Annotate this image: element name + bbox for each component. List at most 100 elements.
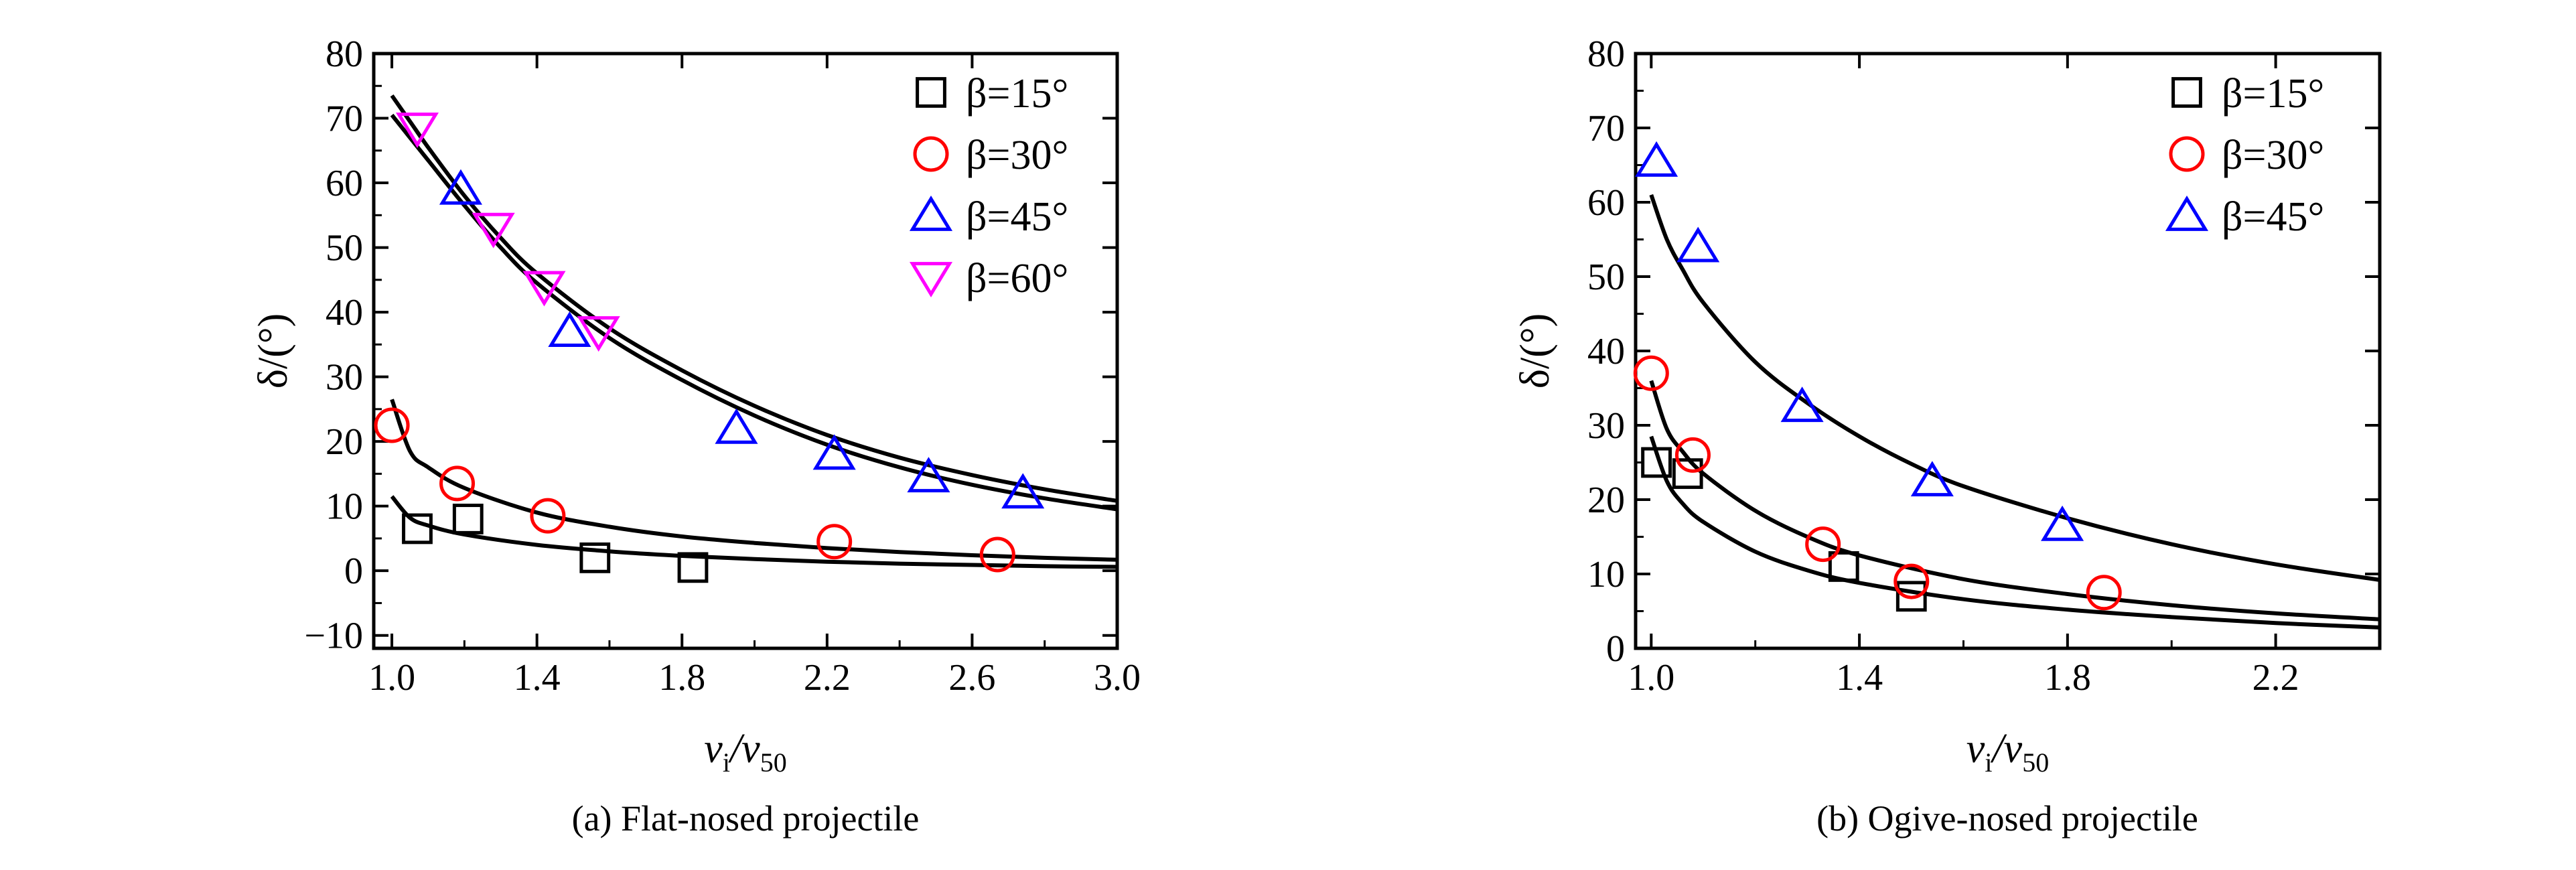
data-point-series-2 — [439, 465, 476, 502]
data-point-series-1 — [402, 513, 433, 545]
x-axis-label-slash-v: /v — [1990, 726, 2022, 772]
legend-label-series-2: β=30° — [966, 133, 1068, 178]
data-point-series-2 — [1674, 437, 1711, 473]
data-point-series-1 — [579, 542, 611, 573]
data-point-series-3 — [1910, 461, 1954, 497]
x-tick-label: 2.6 — [948, 657, 995, 699]
data-point-series-1 — [1641, 447, 1672, 478]
legend-label-series-1: β=15° — [2222, 71, 2324, 117]
x-tick-label: 1.4 — [514, 657, 561, 699]
data-point-series-2 — [530, 498, 566, 534]
x-axis-label-v: v — [1966, 726, 1985, 772]
data-point-series-3 — [2041, 505, 2084, 541]
data-point-series-2 — [816, 524, 853, 560]
y-axis-label: δ/(°) — [1512, 313, 1558, 389]
y-tick-label: 50 — [1587, 257, 1625, 298]
data-point-series-3 — [548, 311, 591, 347]
fit-curve-3 — [390, 94, 1117, 503]
data-point-series-2 — [979, 536, 1015, 573]
data-point-series-3 — [812, 434, 856, 470]
panel-caption: (b) Ogive-nosed projectile — [1816, 798, 2198, 839]
y-axis-label: δ/(°) — [251, 313, 296, 389]
y-tick-label: 0 — [344, 551, 363, 592]
data-point-series-3 — [1676, 226, 1720, 263]
y-tick-label: 40 — [326, 292, 363, 334]
legend-marker-series-3 — [909, 195, 953, 231]
x-axis-label-sub-50: 50 — [760, 747, 787, 778]
y-tick-label: 40 — [1587, 331, 1625, 372]
fit-curve-1 — [1649, 435, 2380, 630]
data-point-series-2 — [374, 407, 410, 443]
fit-curve-2 — [390, 398, 1117, 562]
y-tick-label: 80 — [1587, 33, 1625, 75]
data-point-series-4 — [522, 271, 566, 307]
y-tick-label: 60 — [326, 163, 363, 204]
y-tick-label: 70 — [326, 98, 363, 140]
x-axis-label: vi/v50 — [1966, 726, 2049, 778]
data-point-series-3 — [907, 457, 950, 493]
data-point-series-1 — [677, 552, 709, 583]
y-tick-label: 70 — [1587, 108, 1625, 149]
data-point-series-3 — [715, 408, 758, 444]
y-tick-label: 10 — [326, 486, 363, 528]
x-tick-label: 1.8 — [2044, 657, 2091, 699]
x-axis-label: vi/v50 — [704, 726, 786, 778]
x-axis-label-sub-i: i — [723, 747, 730, 778]
data-point-series-1 — [1828, 551, 1859, 582]
x-axis-label-sub-i: i — [1985, 747, 1992, 778]
data-point-series-1 — [1672, 458, 1703, 490]
fit-curve-2 — [1649, 380, 2380, 622]
plot-frame — [372, 52, 1119, 650]
x-tick-label: 1.0 — [1628, 657, 1674, 699]
legend-marker-series-2 — [913, 136, 949, 172]
legend-label-series-2: β=30° — [2222, 133, 2324, 178]
legend-label-series-1: β=15° — [966, 71, 1068, 117]
data-point-series-3 — [439, 169, 482, 205]
panel-a-flat-nosed: −10 0 10 20 30 40 50 60 70 80 1.0 1.4 1.8 2.2 2.6 3.0 β=… — [251, 33, 1141, 839]
legend-label-series-3: β=45° — [2222, 194, 2324, 240]
y-tick-label: 60 — [1587, 182, 1625, 224]
x-tick-label: 2.2 — [2252, 657, 2299, 699]
data-point-series-1 — [452, 504, 484, 534]
data-point-series-2 — [1805, 526, 1841, 563]
data-point-series-2 — [1893, 563, 1930, 599]
fit-curve-3 — [1649, 194, 2380, 582]
y-tick-label: 0 — [1606, 628, 1625, 670]
panel-b-ogive-nosed: 0 10 20 30 40 50 60 70 80 1.0 1.4 1.8 2.2 β=15° β=30° β… — [1512, 33, 2382, 839]
data-point-series-3 — [1001, 473, 1045, 509]
y-tick-label: 20 — [1587, 480, 1625, 521]
y-tick-label: 80 — [326, 33, 363, 75]
legend-marker-series-3 — [2165, 195, 2209, 231]
x-tick-label: 1.4 — [1836, 657, 1883, 699]
data-point-series-2 — [1633, 355, 1669, 391]
y-tick-label: 10 — [1587, 554, 1625, 595]
x-axis-label-v: v — [704, 726, 723, 772]
data-point-series-1 — [1895, 581, 1927, 612]
y-tick-label: −10 — [304, 615, 363, 657]
panel-caption: (a) Flat-nosed projectile — [572, 798, 920, 839]
legend-marker-series-2 — [2169, 136, 2205, 172]
data-point-series-2 — [2086, 575, 2122, 611]
legend-label-series-4: β=60° — [966, 256, 1068, 301]
data-point-series-3 — [1635, 141, 1678, 177]
data-point-series-4 — [472, 212, 515, 248]
x-axis-label-slash-v: /v — [728, 726, 760, 772]
y-tick-label: 30 — [1587, 405, 1625, 447]
x-tick-label: 1.8 — [658, 657, 705, 699]
legend-marker-series-4 — [909, 262, 953, 298]
legend-marker-series-1 — [916, 77, 946, 108]
y-tick-label: 30 — [326, 357, 363, 398]
data-point-series-4 — [395, 113, 439, 149]
x-axis-label-sub-50: 50 — [2022, 747, 2049, 778]
y-tick-label: 20 — [326, 421, 363, 463]
x-tick-label: 2.2 — [804, 657, 851, 699]
x-tick-label: 3.0 — [1094, 657, 1141, 699]
legend-marker-series-1 — [2171, 77, 2202, 108]
data-point-series-3 — [1780, 386, 1824, 423]
legend-label-series-3: β=45° — [966, 194, 1068, 240]
x-tick-label: 1.0 — [368, 657, 415, 699]
y-tick-label: 50 — [326, 228, 363, 269]
fit-curve-4 — [390, 113, 1117, 512]
data-point-series-4 — [577, 316, 620, 352]
